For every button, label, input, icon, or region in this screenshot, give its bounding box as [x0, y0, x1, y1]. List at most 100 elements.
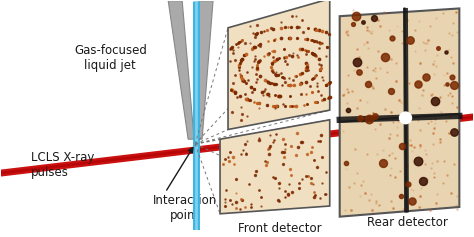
Point	[219, 162, 227, 166]
Point	[398, 29, 405, 33]
Point	[298, 47, 306, 51]
Point	[398, 41, 405, 45]
Point	[427, 208, 434, 212]
Point	[304, 68, 311, 72]
Point	[286, 167, 294, 171]
Point	[371, 114, 379, 118]
Point	[241, 53, 248, 57]
Point	[304, 26, 312, 30]
Point	[304, 174, 311, 178]
Point	[315, 62, 323, 65]
Point	[316, 41, 323, 45]
Point	[263, 163, 270, 167]
Polygon shape	[168, 1, 194, 139]
Point	[270, 104, 278, 108]
Point	[447, 55, 455, 59]
Point	[267, 65, 275, 68]
Point	[260, 89, 268, 93]
Point	[308, 51, 316, 55]
Point	[295, 25, 303, 29]
Point	[238, 57, 246, 61]
Point	[310, 190, 318, 194]
Point	[443, 82, 451, 86]
Point	[323, 192, 330, 196]
Point	[280, 155, 287, 159]
Point	[228, 45, 236, 49]
Point	[298, 18, 306, 22]
Point	[317, 67, 324, 70]
Point	[314, 82, 321, 85]
Point	[393, 24, 401, 28]
Point	[386, 173, 394, 177]
Point	[272, 37, 279, 41]
Point	[272, 107, 279, 110]
Point	[247, 202, 255, 206]
Point	[308, 90, 316, 94]
Point	[374, 18, 382, 22]
Point	[437, 110, 445, 114]
Point	[241, 53, 249, 57]
Point	[365, 198, 372, 202]
Polygon shape	[220, 120, 330, 214]
Point	[244, 71, 251, 74]
Point	[221, 200, 228, 204]
Point	[247, 85, 255, 89]
Point	[271, 72, 279, 76]
Point	[229, 89, 237, 93]
Point	[269, 50, 276, 53]
Point	[309, 182, 317, 186]
Point	[431, 121, 439, 125]
Point	[253, 31, 261, 35]
Point	[226, 198, 234, 202]
Point	[312, 100, 320, 104]
Point	[250, 45, 258, 49]
Point	[304, 49, 311, 53]
Point	[268, 63, 275, 66]
Point	[447, 191, 455, 195]
Point	[284, 25, 292, 29]
Point	[342, 208, 349, 212]
Point	[431, 117, 439, 121]
Point	[274, 73, 282, 77]
Point	[388, 151, 395, 155]
Point	[293, 36, 301, 40]
Point	[255, 138, 263, 142]
Point	[310, 52, 318, 56]
Point	[278, 150, 286, 154]
Point	[264, 103, 271, 107]
Point	[237, 75, 245, 78]
Point	[285, 182, 292, 186]
Point	[253, 66, 261, 69]
Point	[308, 77, 316, 81]
Point	[375, 203, 383, 207]
Point	[411, 50, 419, 53]
Point	[417, 61, 424, 64]
Point	[251, 45, 258, 49]
Point	[286, 36, 294, 40]
Point	[238, 198, 246, 202]
Point	[238, 79, 246, 83]
Point	[417, 157, 425, 160]
Point	[297, 140, 304, 144]
Point	[260, 54, 268, 58]
Point	[361, 115, 368, 118]
Point	[436, 96, 444, 99]
Point	[422, 75, 430, 79]
Point	[287, 25, 295, 29]
Point	[249, 31, 257, 35]
Point	[307, 177, 314, 180]
Point	[253, 77, 260, 81]
Point	[447, 114, 454, 118]
Point	[346, 185, 353, 188]
Point	[355, 70, 363, 74]
Point	[301, 48, 309, 52]
Point	[359, 20, 367, 24]
Point	[293, 131, 301, 135]
Point	[410, 145, 418, 149]
Point	[294, 55, 301, 59]
Point	[232, 42, 239, 46]
Point	[289, 51, 297, 55]
Point	[271, 82, 279, 86]
Text: Interaction
point: Interaction point	[153, 194, 217, 222]
Point	[266, 81, 274, 84]
